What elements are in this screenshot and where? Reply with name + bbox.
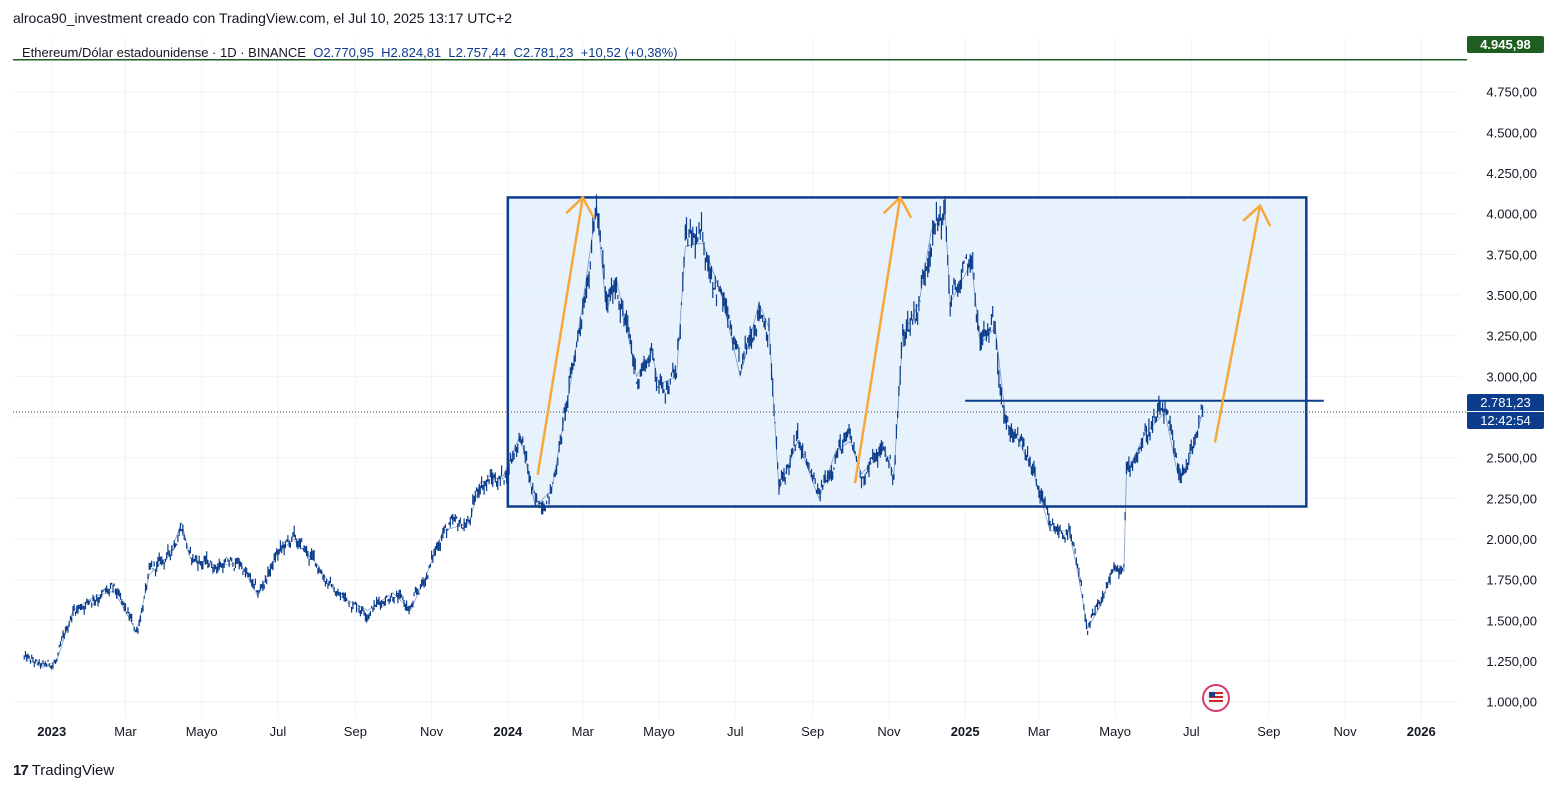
time-axis-label: 2025 (951, 724, 980, 739)
price-axis-label: 1.250,00 (1486, 654, 1537, 669)
price-axis-label: 3.750,00 (1486, 247, 1537, 262)
time-axis-label: 2026 (1407, 724, 1436, 739)
price-axis-label: 4.000,00 (1486, 207, 1537, 222)
time-axis-label: Mar (1028, 724, 1051, 739)
price-axis-label: 3.000,00 (1486, 369, 1537, 384)
bar-countdown-tag: 12:42:54 (1467, 412, 1544, 429)
chart-caption: alroca90_investment creado con TradingVi… (13, 10, 512, 26)
time-axis-label: Sep (1257, 724, 1280, 739)
time-axis-label: Mayo (643, 724, 675, 739)
last-price-tag: 2.781,23 (1467, 394, 1544, 411)
time-axis-label: 2023 (37, 724, 66, 739)
time-axis-label: Mayo (1099, 724, 1131, 739)
trend-arrow (853, 196, 902, 484)
trend-arrow-head (565, 196, 595, 219)
legend-symbol: Ethereum/Dólar estadounidense · 1D · BIN… (22, 45, 306, 60)
tradingview-brand: TradingView (31, 762, 115, 779)
time-axis-label: Jul (270, 724, 287, 739)
time-axis-label: Mayo (186, 724, 218, 739)
time-axis-label: Nov (877, 724, 901, 739)
top-price-tag: 4.945,98 (1467, 36, 1544, 53)
close-line (24, 205, 1203, 669)
trend-arrow-head (883, 196, 912, 219)
tradingview-logo-icon: 17 (13, 762, 29, 779)
legend-low: L2.757,44 (448, 45, 507, 60)
economic-event-icon[interactable] (1202, 684, 1230, 712)
time-axis-label: 2024 (493, 724, 523, 739)
price-axis-label: 4.500,00 (1486, 125, 1537, 140)
time-axis-label: Mar (572, 724, 595, 739)
price-axis-label: 3.250,00 (1486, 329, 1537, 344)
range-box (506, 196, 1308, 508)
time-axis-label: Sep (344, 724, 367, 739)
range-box-layer (506, 196, 1308, 508)
price-axis-label: 2.000,00 (1486, 532, 1537, 547)
price-axis-label: 4.250,00 (1486, 166, 1537, 181)
time-axis-label: Mar (114, 724, 137, 739)
price-axis-label: 2.500,00 (1486, 451, 1537, 466)
time-axis-label: Nov (1333, 724, 1357, 739)
time-axis-label: Sep (801, 724, 824, 739)
price-series-layer (23, 194, 1204, 670)
time-axis-label: Jul (727, 724, 744, 739)
tradingview-logo[interactable]: 17 TradingView (13, 762, 114, 779)
price-axis-label: 1.500,00 (1486, 613, 1537, 628)
price-axis-label: 1.000,00 (1486, 695, 1537, 710)
time-axis-label: Nov (420, 724, 444, 739)
legend-close: C2.781,23 (513, 45, 574, 60)
annotation-layer (13, 59, 1467, 484)
price-axis-label: 2.250,00 (1486, 491, 1537, 506)
price-axis-label: 1.750,00 (1486, 573, 1537, 588)
time-axis-label: Jul (1183, 724, 1200, 739)
time-axis[interactable]: 2023 Mar Mayo Jul Sep Nov 2024 Mar Mayo Jul Sep Nov… (37, 724, 1435, 739)
price-axis-label: 4.750,00 (1486, 85, 1537, 100)
price-axis-label: 3.500,00 (1486, 288, 1537, 303)
symbol-legend[interactable]: Ethereum/Dólar estadounidense · 1D · BIN… (22, 45, 678, 60)
legend-change: +10,52 (+0,38%) (580, 45, 678, 60)
legend-high: H2.824,81 (381, 45, 442, 60)
trend-arrow-head (1242, 204, 1272, 227)
trend-arrow (1213, 204, 1262, 443)
trend-arrow (536, 196, 585, 476)
legend-open: O2.770,95 (313, 45, 374, 60)
